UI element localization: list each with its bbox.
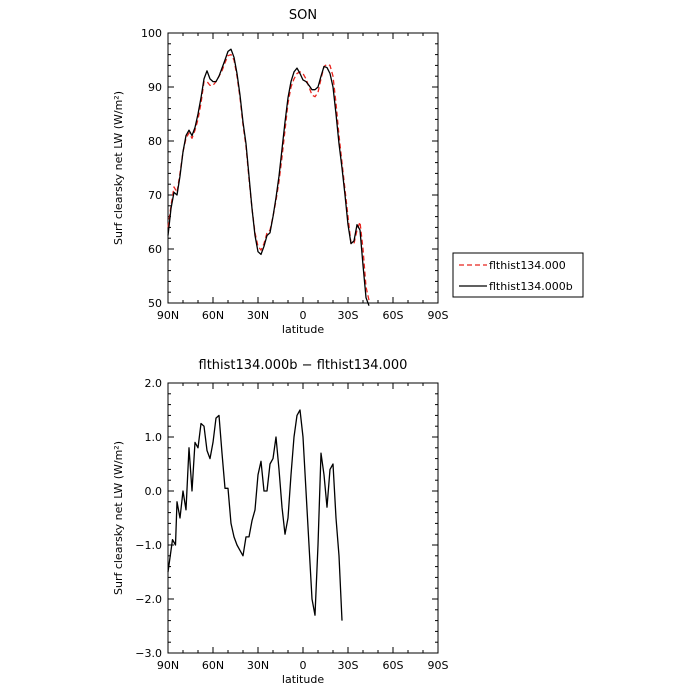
- y-tick-label: 100: [141, 27, 162, 40]
- x-tick-label: 0: [300, 659, 307, 672]
- legend-label: flthist134.000b: [489, 280, 573, 293]
- legend-box: [452, 252, 584, 298]
- y-tick-label: 90: [148, 81, 162, 94]
- x-tick-label: 60S: [383, 659, 404, 672]
- y-tick-label: 60: [148, 243, 162, 256]
- y-tick-label: −3.0: [135, 647, 162, 660]
- chart-title: SON: [289, 8, 317, 23]
- series-line-1: [167, 48, 370, 306]
- y-axis-label: Surf clearsky net LW (W/m²): [112, 441, 125, 595]
- plot-frame: [167, 382, 439, 654]
- x-tick-label: 60S: [383, 309, 404, 322]
- y-tick-label: −2.0: [135, 593, 162, 606]
- y-axis-label: Surf clearsky net LW (W/m²): [112, 91, 125, 245]
- y-tick-label: 50: [148, 297, 162, 310]
- x-axis-label: latitude: [282, 673, 324, 686]
- y-tick-label: 80: [148, 135, 162, 148]
- top-line-chart: SON 90N 60N 30N 0 30S 60S 90S 50 60 70 80 90 100 latit…: [112, 8, 584, 336]
- chart-title: flthist134.000b − flthist134.000: [199, 358, 408, 373]
- legend-label: flthist134.000: [489, 259, 566, 272]
- difference-line-chart: flthist134.000b − flthist134.000 90N 60N 30…: [112, 358, 449, 686]
- x-tick-label: 60N: [202, 309, 224, 322]
- y-tick-label: 2.0: [145, 377, 163, 390]
- y-tick-label: −1.0: [135, 539, 162, 552]
- y-tick-label: 0.0: [145, 485, 163, 498]
- x-axis-label: latitude: [282, 323, 324, 336]
- y-tick-label: 70: [148, 189, 162, 202]
- series-line-0: [167, 409, 343, 621]
- y-tick-label: 1.0: [145, 431, 163, 444]
- x-tick-label: 30S: [338, 659, 359, 672]
- x-tick-label: 90S: [428, 309, 449, 322]
- x-tick-label: 30S: [338, 309, 359, 322]
- x-tick-label: 30N: [247, 309, 269, 322]
- x-tick-label: 0: [300, 309, 307, 322]
- x-tick-label: 90N: [157, 309, 179, 322]
- x-tick-label: 90N: [157, 659, 179, 672]
- series-line-0: [167, 53, 370, 301]
- x-tick-label: 30N: [247, 659, 269, 672]
- x-tick-label: 60N: [202, 659, 224, 672]
- x-tick-label: 90S: [428, 659, 449, 672]
